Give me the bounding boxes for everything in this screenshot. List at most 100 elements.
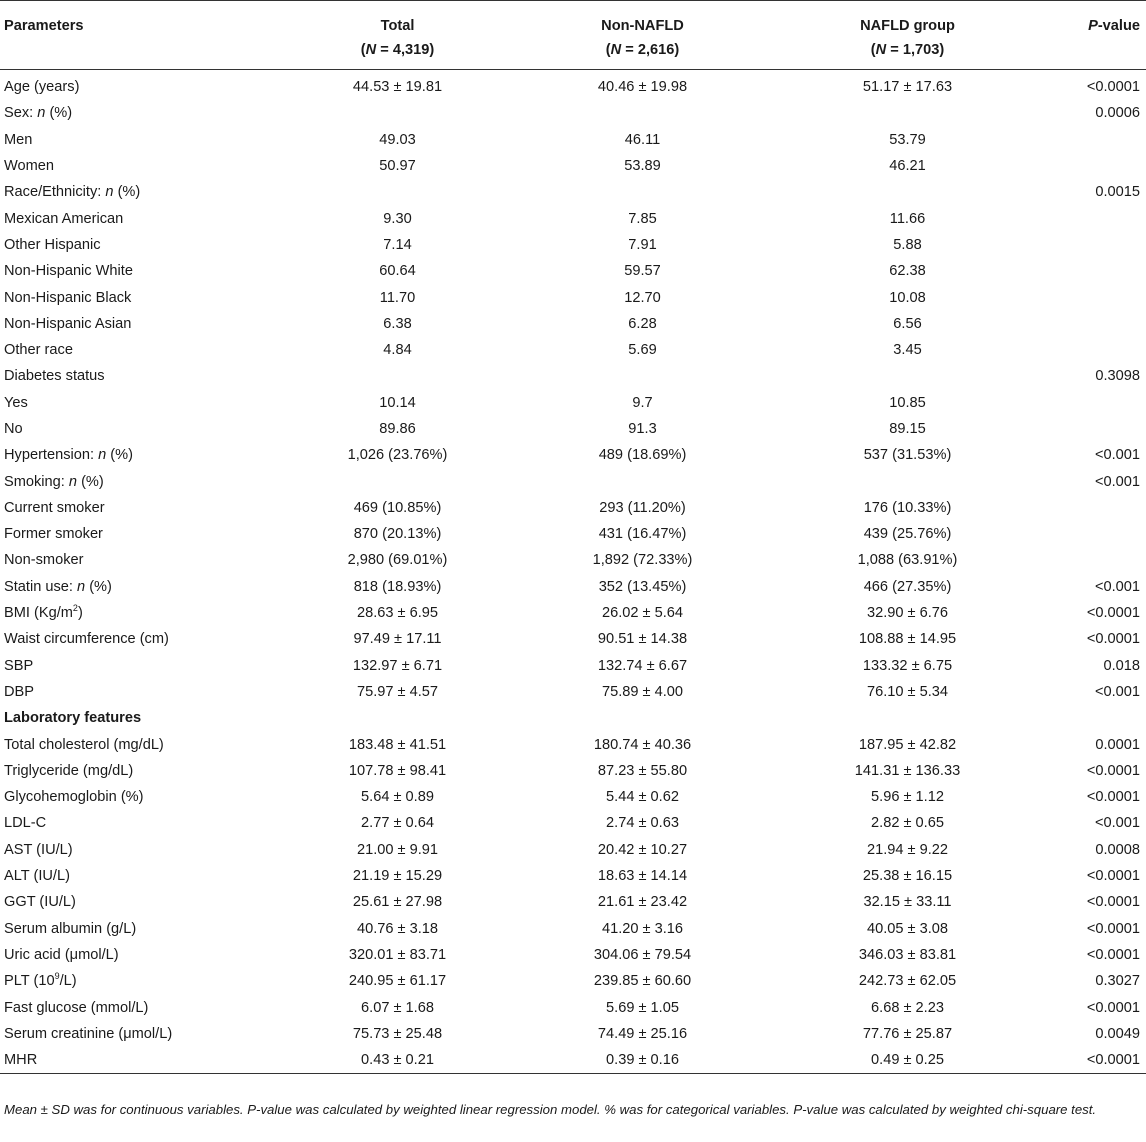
cell-non-nafld: 431 (16.47%) bbox=[598, 526, 687, 543]
cell-non-nafld: 7.85 bbox=[628, 210, 657, 227]
cell-nafld: 176 (10.33%) bbox=[863, 499, 952, 516]
cell-total: 97.49 ± 17.11 bbox=[353, 631, 442, 648]
cell-total: 49.03 bbox=[379, 131, 416, 148]
table-row: Non-Hispanic Asian 6.38 6.28 6.56 bbox=[0, 311, 1146, 337]
header-total-label: Total bbox=[380, 18, 415, 34]
table-row: No 89.86 91.3 89.15 bbox=[0, 416, 1146, 442]
cell-p-value: 0.0008 bbox=[1095, 841, 1140, 858]
cell-p-value bbox=[1041, 521, 1146, 547]
table-row: Age (years) 44.53 ± 19.81 40.46 ± 19.98 51.… bbox=[0, 70, 1146, 101]
table-row: Triglyceride (mg/dL) 107.78 ± 98.41 87.23 … bbox=[0, 758, 1146, 784]
cell-nafld: 21.94 ± 9.22 bbox=[866, 841, 949, 858]
cell-nafld: 10.85 bbox=[889, 394, 926, 411]
cell-p-value: <0.0001 bbox=[1086, 894, 1140, 911]
cell-parameter: Sex: n (%) bbox=[4, 105, 73, 122]
cell-nafld: 242.73 ± 62.05 bbox=[858, 973, 957, 990]
cell-non-nafld: 180.74 ± 40.36 bbox=[593, 736, 692, 753]
cell-total: 107.78 ± 98.41 bbox=[348, 762, 447, 779]
cell-non-nafld: 26.02 ± 5.64 bbox=[601, 605, 684, 622]
table-row: Hypertension: n (%) 1,026 (23.76%) 489 (18… bbox=[0, 442, 1146, 468]
cell-total: 240.95 ± 61.17 bbox=[348, 973, 447, 990]
cell-nafld: 32.15 ± 33.11 bbox=[863, 894, 952, 911]
cell-nafld: 5.88 bbox=[893, 236, 922, 253]
header-total: Total (N = 4,319) bbox=[284, 0, 511, 70]
cell-parameter: No bbox=[4, 421, 23, 437]
cell-parameter: Race/Ethnicity: n (%) bbox=[4, 184, 141, 201]
cell-nafld: 32.90 ± 6.76 bbox=[866, 605, 949, 622]
cell-non-nafld: 46.11 bbox=[624, 131, 661, 148]
cell-non-nafld bbox=[511, 468, 774, 494]
cell-parameter: Mexican American bbox=[4, 210, 124, 227]
cell-p-value: <0.0001 bbox=[1086, 605, 1140, 622]
header-non-nafld-n: (N = 2,616) bbox=[605, 42, 680, 58]
header-total-n: (N = 4,319) bbox=[360, 42, 435, 58]
table-row: Uric acid (μmol/L) 320.01 ± 83.71 304.06 ±… bbox=[0, 942, 1146, 968]
cell-non-nafld: 18.63 ± 14.14 bbox=[597, 868, 688, 885]
cell-non-nafld: 0.39 ± 0.16 bbox=[511, 1046, 774, 1075]
cell-p-value bbox=[1041, 284, 1146, 310]
table-row: Total cholesterol (mg/dL) 183.48 ± 41.51 1… bbox=[0, 731, 1146, 757]
cell-parameter: Uric acid (μmol/L) bbox=[4, 946, 119, 963]
cell-p-value: <0.0001 bbox=[1086, 79, 1140, 96]
cell-non-nafld: 20.42 ± 10.27 bbox=[597, 841, 688, 858]
table-row: Other Hispanic 7.14 7.91 5.88 bbox=[0, 232, 1146, 258]
cell-p-value: <0.001 bbox=[1094, 578, 1140, 595]
cell-p-value: 0.3027 bbox=[1095, 973, 1140, 990]
cell-p-value: 0.018 bbox=[1103, 657, 1140, 674]
cell-p-value bbox=[1041, 258, 1146, 284]
cell-total: 818 (18.93%) bbox=[353, 578, 442, 595]
cell-total: 50.97 bbox=[379, 158, 416, 175]
cell-p-value: <0.0001 bbox=[1086, 789, 1140, 806]
cell-non-nafld: 91.3 bbox=[628, 421, 657, 437]
cell-parameter: SBP bbox=[4, 657, 34, 674]
cell-nafld: 46.21 bbox=[889, 158, 926, 175]
cell-p-value: 0.0006 bbox=[1095, 105, 1140, 122]
cell-nafld: 1,088 (63.91%) bbox=[857, 552, 958, 569]
cell-non-nafld bbox=[511, 363, 774, 389]
cell-parameter: Non-smoker bbox=[4, 552, 84, 569]
cell-total: 21.19 ± 15.29 bbox=[352, 868, 443, 885]
cell-p-value bbox=[1041, 705, 1146, 731]
cell-total bbox=[284, 705, 511, 731]
cell-total: 320.01 ± 83.71 bbox=[348, 946, 447, 963]
table-row: Serum albumin (g/L) 40.76 ± 3.18 41.20 ± 3… bbox=[0, 916, 1146, 942]
cell-p-value bbox=[1041, 153, 1146, 179]
table-row: Race/Ethnicity: n (%) 0.0015 bbox=[0, 179, 1146, 205]
table-row: Statin use: n (%) 818 (18.93%) 352 (13.45%… bbox=[0, 574, 1146, 600]
cell-total: 10.14 bbox=[379, 394, 416, 411]
cell-nafld: 346.03 ± 83.81 bbox=[858, 946, 957, 963]
cell-nafld: 77.76 ± 25.87 bbox=[862, 1025, 953, 1042]
cell-non-nafld: 352 (13.45%) bbox=[598, 578, 687, 595]
cell-p-value: <0.0001 bbox=[1086, 631, 1140, 648]
cell-non-nafld: 1,892 (72.33%) bbox=[592, 552, 693, 569]
cell-non-nafld: 90.51 ± 14.38 bbox=[597, 631, 688, 648]
cell-parameter: Serum albumin (g/L) bbox=[4, 920, 137, 937]
cell-parameter: Other Hispanic bbox=[4, 236, 101, 253]
cell-nafld: 11.66 bbox=[889, 210, 926, 227]
cell-nafld: 466 (27.35%) bbox=[863, 578, 952, 595]
cell-total bbox=[284, 363, 511, 389]
cell-total: 183.48 ± 41.51 bbox=[348, 736, 447, 753]
cell-non-nafld bbox=[511, 179, 774, 205]
cell-non-nafld: 40.46 ± 19.98 bbox=[597, 79, 688, 96]
header-non-nafld-label: Non-NAFLD bbox=[601, 18, 684, 34]
table-header: Parameters Total (N = 4,319) Non-NAFLD (… bbox=[0, 0, 1146, 70]
table-row: Current smoker 469 (10.85%) 293 (11.20%) 17… bbox=[0, 495, 1146, 521]
cell-non-nafld: 304.06 ± 79.54 bbox=[593, 946, 692, 963]
cell-p-value: <0.0001 bbox=[1086, 868, 1140, 885]
cell-nafld: 439 (25.76%) bbox=[863, 526, 952, 543]
cell-total: 89.86 bbox=[379, 421, 416, 437]
cell-non-nafld: 59.57 bbox=[624, 263, 661, 280]
cell-non-nafld: 5.69 bbox=[628, 342, 657, 359]
cell-p-value: <0.0001 bbox=[1086, 762, 1140, 779]
cell-parameter: Waist circumference (cm) bbox=[4, 631, 169, 648]
table-row: Women 50.97 53.89 46.21 bbox=[0, 153, 1146, 179]
baseline-characteristics-table: Parameters Total (N = 4,319) Non-NAFLD (… bbox=[0, 0, 1146, 1075]
cell-parameter: Laboratory features bbox=[4, 710, 142, 727]
cell-parameter: Non-Hispanic Asian bbox=[4, 315, 132, 332]
cell-p-value: <0.0001 bbox=[1041, 1046, 1146, 1075]
table-row: Mexican American 9.30 7.85 11.66 bbox=[0, 205, 1146, 231]
cell-non-nafld: 75.89 ± 4.00 bbox=[601, 683, 684, 700]
cell-non-nafld bbox=[511, 705, 774, 731]
cell-nafld: 51.17 ± 17.63 bbox=[862, 79, 953, 96]
